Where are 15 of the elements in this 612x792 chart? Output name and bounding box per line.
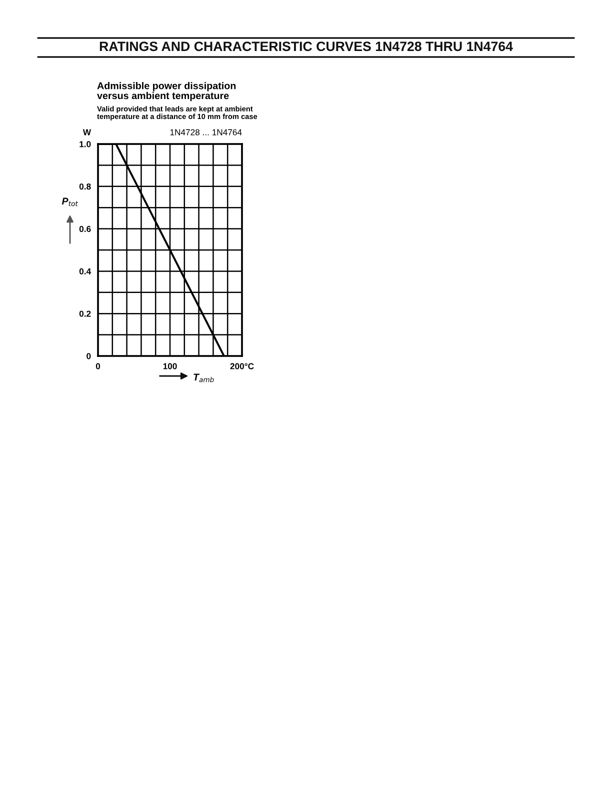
y-tick-label: 0 (86, 353, 91, 360)
text: W (82, 129, 92, 136)
text: RATINGS AND CHARACTERISTIC CURVES 1N4728 THRU 1N4764 (100, 42, 513, 52)
x-tick-label: 0 (96, 363, 100, 370)
y-tick-label: 0.2 (79, 310, 91, 317)
y-axis-title: P$_{tot}$ (62, 198, 78, 206)
text: 1N4728 ... 1N4764 (170, 129, 242, 136)
x-tick-label: 200°C (230, 363, 254, 370)
y-tick-label: 0.4 (79, 268, 92, 274)
y-tick-label: 0.8 (79, 184, 91, 190)
y-tick-label: 0.6 (79, 226, 91, 232)
x-axis-title: T$_{amb}$ (194, 374, 214, 382)
y-tick-label: 1.0 (80, 141, 91, 148)
x-tick-label: 100 (163, 363, 177, 370)
chart-subtitle: Admissible power dissipation versus ambient temperature (97, 82, 236, 102)
